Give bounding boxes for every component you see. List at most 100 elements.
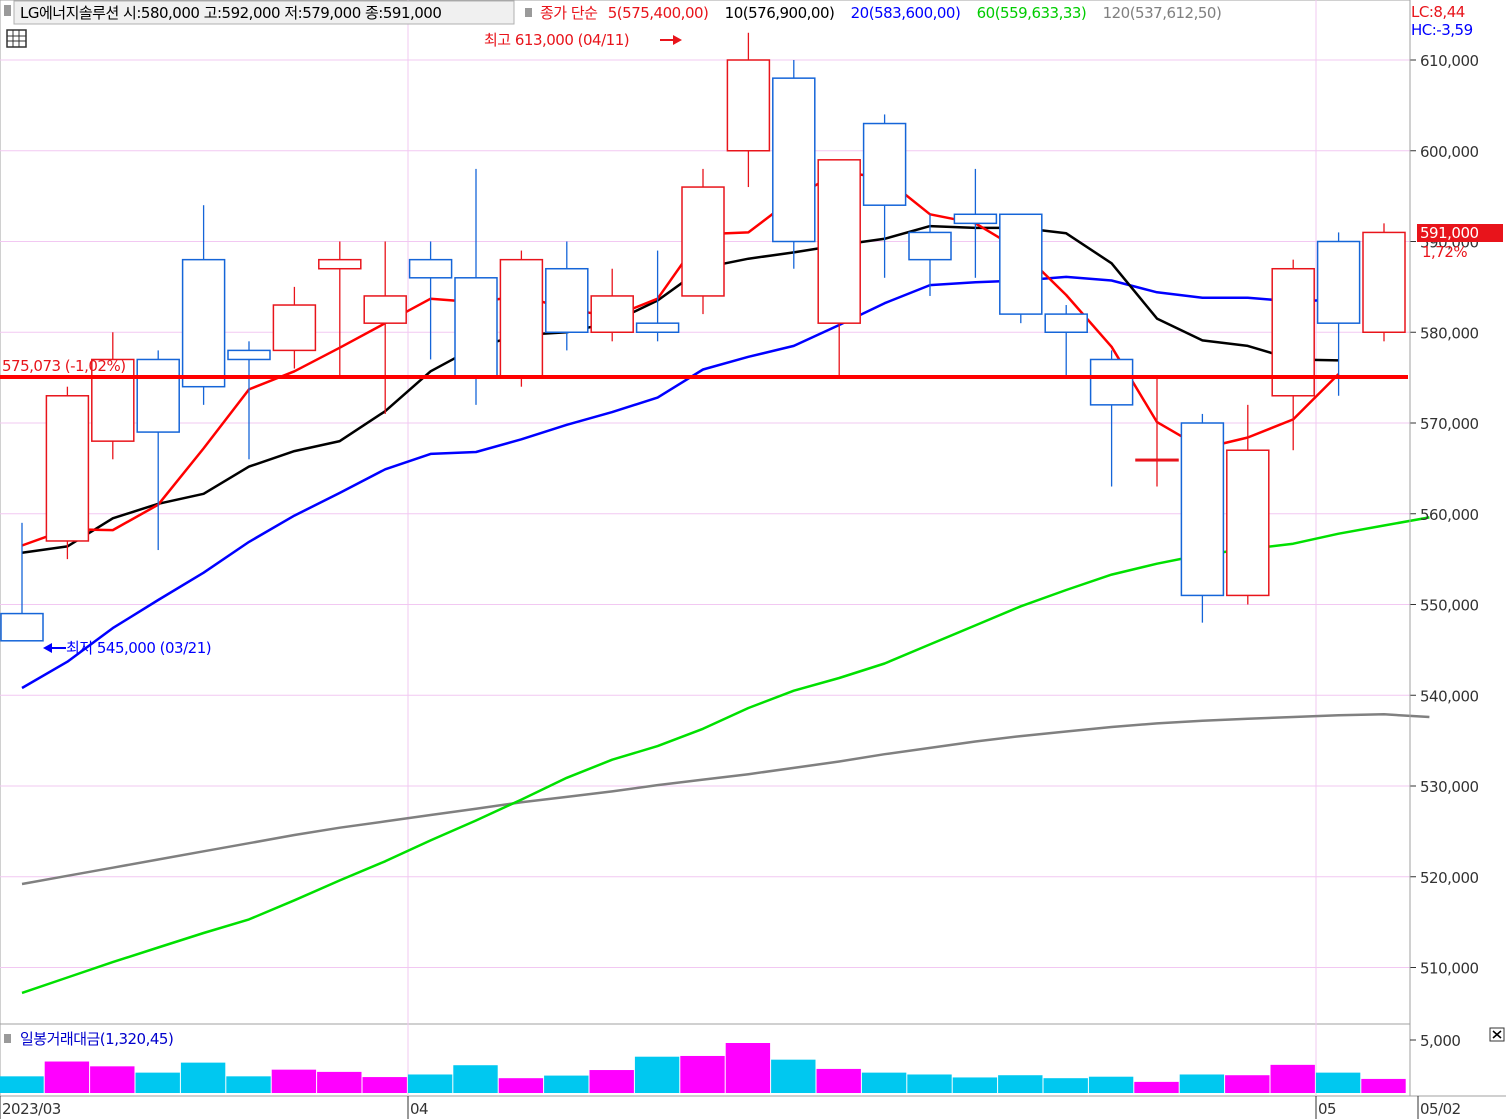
ref-line-label: 575,073 (-1,02%)	[2, 357, 126, 375]
stock-info: LG에너지솔루션 시:580,000 고:592,000 저:579,000 종…	[20, 4, 441, 22]
candle-body	[363, 295, 407, 324]
candle-body	[1089, 358, 1134, 406]
y-tick-label: 610,000	[1420, 52, 1479, 70]
candle-body	[272, 304, 317, 352]
volume-axis-label: 5,000	[1420, 1032, 1460, 1050]
volume-bar	[998, 1075, 1043, 1093]
volume-bar	[135, 1072, 180, 1093]
stock-info-box	[13, 0, 515, 25]
candle-body	[545, 267, 589, 334]
volume-bar	[1225, 1075, 1270, 1093]
volume-bar	[226, 1076, 271, 1093]
candle-body	[590, 295, 634, 334]
volume-bar	[634, 1056, 680, 1093]
candle-body	[772, 77, 816, 243]
y-tick-label: 540,000	[1420, 687, 1479, 705]
candle-body	[136, 358, 180, 433]
x-tick-label: 05	[1318, 1100, 1336, 1118]
volume-bar	[1270, 1064, 1315, 1093]
high-arrow-icon	[660, 35, 682, 45]
volume-bar	[680, 1055, 725, 1093]
volume-bars	[0, 1043, 1406, 1093]
candle-body	[681, 186, 725, 297]
volume-bar	[498, 1078, 544, 1093]
x-tick-label: 05/02	[1420, 1100, 1461, 1118]
y-tick-label: 520,000	[1420, 869, 1479, 887]
ma5-legend: 5(575,400,00)	[608, 4, 709, 22]
current-price-badge	[1417, 224, 1503, 242]
candle-body	[1044, 313, 1088, 334]
ma10-legend: 10(576,900,00)	[725, 4, 835, 22]
ma60-legend: 60(559,633,33)	[977, 4, 1087, 22]
volume-bar	[1134, 1081, 1179, 1093]
candle-body	[999, 213, 1043, 315]
y-tick-label: 570,000	[1420, 415, 1479, 433]
candle-body	[181, 258, 226, 388]
ma10-line	[21, 224, 1339, 555]
volume-bar	[1315, 1072, 1361, 1093]
low-arrow-icon	[43, 643, 66, 653]
current-price: 591,000	[1420, 224, 1479, 242]
volume-close-icon[interactable]	[1489, 1027, 1505, 1042]
volume-bar	[453, 1065, 498, 1093]
high-annotation: 최고 613,000 (04/11)	[484, 31, 629, 49]
candle-body	[227, 349, 271, 361]
x-tick-label: 2023/03	[2, 1100, 61, 1118]
volume-bar	[952, 1077, 998, 1093]
volume-title: 일봉거래대금(1,320,45)	[20, 1030, 173, 1048]
ma20-legend: 20(583,600,00)	[851, 4, 961, 22]
volume-bar	[0, 1076, 44, 1093]
y-tick-label: 550,000	[1420, 597, 1479, 615]
x-tick-label: 04	[410, 1100, 428, 1118]
candle-body	[862, 122, 907, 206]
volume-bar	[771, 1059, 816, 1093]
volume-bar	[1043, 1078, 1088, 1093]
y-tick-label: 600,000	[1420, 143, 1479, 161]
candle-body	[0, 612, 44, 642]
volume-bar	[1088, 1076, 1134, 1093]
volume-bar	[907, 1074, 952, 1093]
current-change: 1,72%	[1422, 243, 1467, 261]
grid-lines	[0, 0, 1410, 1096]
volume-bar	[90, 1066, 135, 1093]
y-axis: 510,000 520,000 530,000 540,000 550,000 560,0…	[1409, 0, 1479, 1096]
candle-body	[454, 277, 498, 379]
ma120-legend: 120(537,612,50)	[1103, 4, 1222, 22]
candle-body	[1271, 267, 1315, 397]
candle-body	[1180, 422, 1225, 597]
candle-body	[499, 258, 544, 379]
low-annotation: 최저 545,000 (03/21)	[66, 639, 211, 657]
x-axis: 2023/03 04 05 05/02	[0, 1096, 1461, 1119]
lc-value: LC:8,44	[1411, 3, 1465, 21]
header-icon	[4, 5, 11, 16]
volume-bar	[407, 1074, 453, 1093]
y-tick-label: 510,000	[1420, 960, 1479, 978]
volume-bar	[271, 1069, 317, 1093]
volume-bar	[1179, 1074, 1225, 1093]
volume-bar	[589, 1070, 634, 1093]
volume-bar	[362, 1077, 407, 1093]
y-tick-label: 560,000	[1420, 506, 1479, 524]
y-tick-label: 530,000	[1420, 778, 1479, 796]
candle-body	[1362, 231, 1406, 333]
y-tick-label: 580,000	[1420, 324, 1479, 342]
candle-body	[953, 213, 998, 225]
candle-body	[726, 59, 771, 152]
candle-body	[408, 258, 453, 279]
volume-bar	[544, 1075, 589, 1093]
candle-body	[1316, 240, 1361, 324]
volume-bar	[180, 1062, 226, 1093]
candle-body	[1135, 458, 1179, 462]
candle-body	[45, 395, 90, 542]
volume-bar	[861, 1072, 907, 1093]
volume-bar	[44, 1061, 90, 1093]
candle-body	[817, 159, 861, 324]
grid-toggle-icon[interactable]	[6, 29, 27, 48]
volume-bar	[725, 1043, 771, 1093]
price-panel-frame	[0, 0, 1411, 1025]
ma-legend-icon	[525, 8, 532, 17]
candle-body	[908, 231, 952, 261]
ma-legend: 종가 단순 5(575,400,00) 10(576,900,00) 20(58…	[540, 4, 1221, 22]
candle-body	[1226, 449, 1270, 597]
candle-body	[91, 358, 135, 442]
